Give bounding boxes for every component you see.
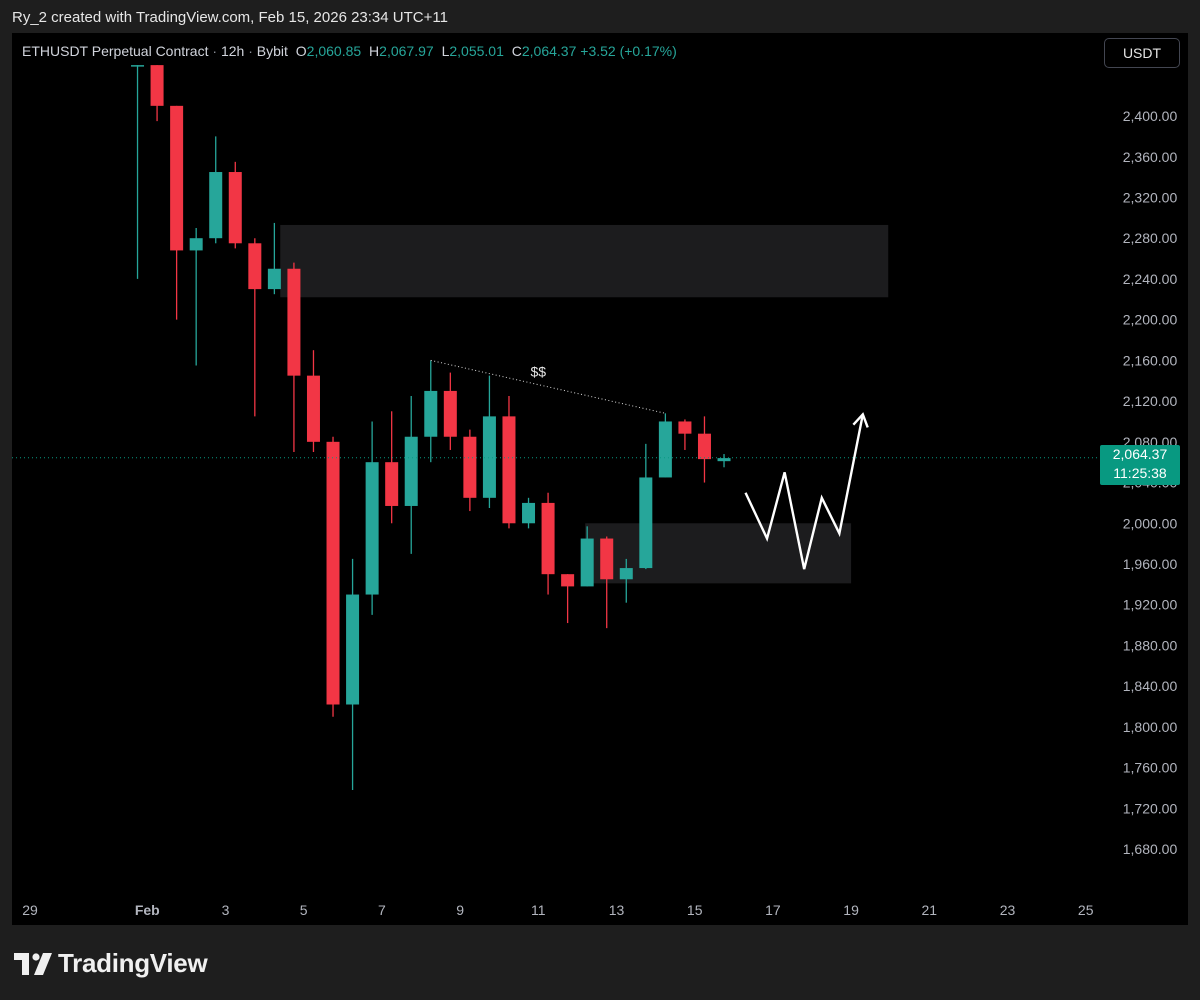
price-tick-label: 1,880.00 (1123, 637, 1178, 653)
time-tick-label: 11 (531, 902, 546, 918)
liquidity-trendline (430, 359, 666, 414)
close-label: C (511, 43, 522, 59)
price-tick-label: 1,760.00 (1123, 760, 1178, 776)
current-price-tag: 2,064.37 11:25:38 (1100, 445, 1180, 485)
candle-body (619, 568, 633, 580)
supply-demand-zones (280, 224, 889, 584)
price-tick-label: 2,360.00 (1123, 149, 1178, 165)
interval[interactable]: 12h (220, 43, 245, 59)
candle-body (248, 243, 262, 290)
time-tick-label: 19 (843, 902, 859, 918)
legend-separator: · (212, 43, 218, 59)
low-value: 2,055.01 (449, 43, 504, 59)
current-price-label: 2,064.37 (1112, 446, 1168, 462)
candle-body (541, 502, 555, 575)
price-tick-label: 1,920.00 (1123, 597, 1178, 613)
price-tick-label: 1,800.00 (1123, 719, 1178, 735)
liquidity-annotation: $$ (531, 364, 547, 380)
candle-body (365, 462, 379, 595)
tradingview-branding[interactable]: TradingView (14, 948, 208, 979)
candle-body (463, 436, 477, 498)
change-value: +3.52 (+0.17%) (580, 43, 677, 59)
candle-body (346, 594, 360, 705)
price-tick-label: 1,720.00 (1123, 800, 1178, 816)
candle-body (580, 538, 594, 587)
time-tick-label: 7 (378, 902, 386, 918)
candle-body (267, 268, 281, 290)
price-tick-label: 2,400.00 (1123, 108, 1178, 124)
candle-body (697, 433, 711, 460)
bar-countdown: 11:25:38 (1113, 465, 1167, 481)
candle-body (209, 172, 223, 239)
candle-body (306, 375, 320, 442)
candles (131, 65, 731, 791)
price-tick-label: 2,320.00 (1123, 189, 1178, 205)
candle-body (639, 477, 653, 569)
candle-body (150, 65, 164, 106)
price-tick-label: 2,160.00 (1123, 352, 1178, 368)
price-tick-label: 1,680.00 (1123, 841, 1178, 857)
price-axis[interactable]: 1,680.00 1,720.00 1,760.00 1,800.00 1,840.00… (1123, 108, 1178, 857)
open-label: O (295, 43, 307, 59)
time-tick-label: 25 (1078, 902, 1094, 918)
time-tick-label: 23 (1000, 902, 1016, 918)
annotations: $$ (12, 359, 1100, 570)
tradingview-wordmark: TradingView (58, 948, 208, 978)
candle-body (502, 416, 516, 524)
candlestick-chart[interactable]: $$ 1,680.00 1,720.00 1,760.00 1,800.00 1,840… (12, 33, 1188, 925)
time-tick-label: 15 (687, 902, 703, 918)
time-tick-label: 5 (300, 902, 308, 918)
chart-caption: Ry_2 created with TradingView.com, Feb 1… (12, 9, 448, 26)
candle-body (287, 268, 301, 376)
candle-body (658, 421, 672, 478)
candle-body (678, 421, 692, 434)
low-label: L (441, 43, 450, 59)
open-value: 2,060.85 (306, 43, 362, 59)
candle-body (424, 390, 438, 437)
chart-frame[interactable]: $$ 1,680.00 1,720.00 1,760.00 1,800.00 1,840… (12, 33, 1188, 925)
time-tick-label: 17 (765, 902, 781, 918)
time-tick-label: 13 (609, 902, 625, 918)
candle-body (404, 436, 418, 506)
legend-separator: · (248, 43, 253, 59)
projection-path (744, 414, 865, 570)
candle-body (482, 416, 496, 498)
exchange: Bybit (256, 43, 288, 59)
arrow-up-icon (852, 412, 869, 428)
price-tick-label: 2,000.00 (1123, 515, 1178, 531)
price-tick-label: 1,960.00 (1123, 556, 1178, 572)
candle-body (443, 390, 457, 437)
price-tick-label: 2,240.00 (1123, 271, 1178, 287)
price-tick-label: 2,120.00 (1123, 393, 1178, 409)
time-axis[interactable]: 29 Feb 3 5 7 9 11 13 15 17 19 21 23 25 (22, 902, 1093, 918)
candle-body (189, 238, 203, 251)
candle-body (326, 441, 340, 705)
time-tick-label: 29 (22, 902, 38, 918)
symbol-name[interactable]: ETHUSDT Perpetual Contract (22, 43, 209, 59)
currency-button[interactable]: USDT (1104, 38, 1180, 68)
candle-body (228, 172, 242, 244)
candle-body (717, 458, 731, 462)
close-value: 2,064.37 (521, 43, 577, 59)
tradingview-logo-icon (14, 952, 52, 975)
high-label: H (369, 43, 380, 59)
candle-body (385, 462, 399, 506)
time-tick-label: 3 (222, 902, 230, 918)
candle-body (600, 538, 614, 580)
candle-body (131, 65, 145, 67)
time-tick-label: 21 (922, 902, 938, 918)
price-tick-label: 2,280.00 (1123, 230, 1178, 246)
price-tick-label: 2,200.00 (1123, 312, 1178, 328)
candle-body (561, 574, 575, 587)
candle-body (522, 502, 536, 524)
candle-body (170, 105, 184, 251)
time-tick-label: 9 (456, 902, 464, 918)
high-value: 2,067.97 (379, 43, 434, 59)
time-tick-label: Feb (135, 902, 160, 918)
symbol-legend[interactable]: ETHUSDT Perpetual Contract · 12h · Bybit… (22, 43, 677, 59)
price-zone (280, 224, 889, 298)
price-tick-label: 1,840.00 (1123, 678, 1178, 694)
